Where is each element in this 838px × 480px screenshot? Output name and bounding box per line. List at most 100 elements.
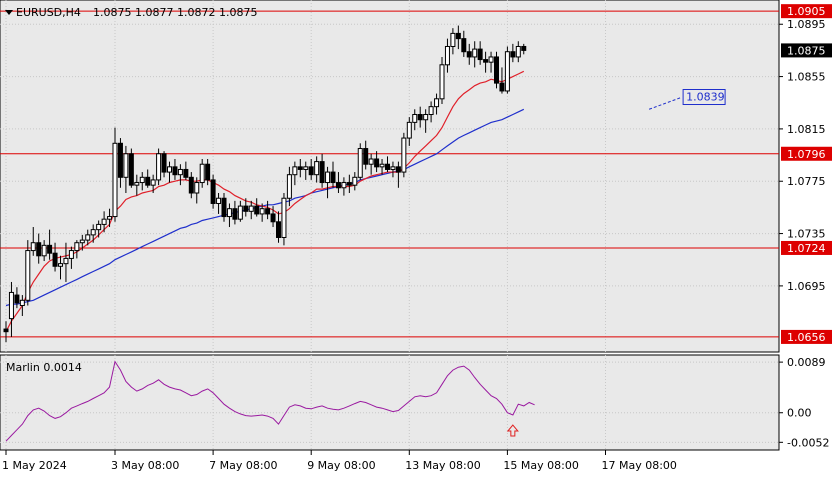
level-tag-label: 1.0656 xyxy=(787,331,826,344)
quote-label: 1.0875 1.0877 1.0872 1.0875 xyxy=(93,6,257,19)
candle-body-bear xyxy=(52,252,58,267)
candle-body-bull xyxy=(434,98,440,108)
candle xyxy=(248,200,254,220)
candle xyxy=(357,143,363,180)
candle xyxy=(390,161,396,178)
candle xyxy=(8,281,14,337)
oscillator-panel[interactable] xyxy=(0,355,779,450)
candle xyxy=(101,211,107,233)
candle xyxy=(117,138,123,188)
oscillator-axis: 0.0089 0.00 -0.0052 xyxy=(779,356,829,449)
candle xyxy=(265,200,271,220)
x-tick-label: 1 May 2024 xyxy=(2,459,67,472)
candle-body-bull xyxy=(423,114,429,121)
candle xyxy=(221,193,227,222)
candle xyxy=(325,166,331,199)
level-tag-label: 1.0905 xyxy=(787,5,826,18)
candle xyxy=(521,43,527,55)
candle-body-bear xyxy=(243,205,249,212)
candle xyxy=(134,174,140,196)
candle-body-bull xyxy=(248,205,254,212)
level-tag[interactable] xyxy=(781,146,832,161)
candle xyxy=(183,161,189,180)
y-tick-label: 1.0695 xyxy=(787,280,826,293)
candle xyxy=(123,145,129,194)
x-tick-label: 7 May 08:00 xyxy=(209,459,277,472)
candle xyxy=(281,193,287,246)
candle xyxy=(79,234,85,251)
candle-body-bull xyxy=(8,291,14,320)
candle-body-bull xyxy=(281,197,287,238)
candle xyxy=(368,153,374,175)
candle xyxy=(74,240,80,259)
candle-body-bull xyxy=(90,229,96,236)
candle xyxy=(85,229,91,246)
candle-body-bear xyxy=(335,182,341,189)
candle xyxy=(455,25,461,50)
candle xyxy=(346,174,352,194)
candle xyxy=(401,132,407,178)
projection-dashed-line xyxy=(648,97,682,110)
candle-body-bull xyxy=(352,176,358,186)
candle xyxy=(90,224,96,243)
candle xyxy=(156,148,162,186)
candle-body-bear xyxy=(14,294,20,304)
candle xyxy=(363,140,369,170)
y-tick-label: 1.0855 xyxy=(787,71,826,84)
candle-body-bull xyxy=(150,179,156,186)
menu-triangle-icon[interactable] xyxy=(5,10,13,15)
candle-body-bull xyxy=(515,45,521,58)
candle xyxy=(199,158,205,188)
candle xyxy=(515,41,521,63)
candle-body-bull xyxy=(450,32,456,47)
level-tag[interactable] xyxy=(781,4,832,19)
projection-label: 1.0839 xyxy=(686,91,725,104)
candle xyxy=(270,206,276,228)
oscillator-line xyxy=(5,360,535,442)
candle xyxy=(177,164,183,186)
candle-body-bull xyxy=(199,163,205,184)
candle xyxy=(406,117,412,146)
candle xyxy=(444,38,450,73)
candle-body-bear xyxy=(297,166,303,170)
candle-body-bull xyxy=(25,250,31,301)
level-tag[interactable] xyxy=(781,329,832,344)
x-tick-label: 15 May 08:00 xyxy=(503,459,578,472)
oscillator-panel-border xyxy=(0,354,780,451)
candle xyxy=(167,161,172,183)
level-tag[interactable] xyxy=(781,240,832,255)
candle-body-bull xyxy=(341,182,347,189)
candle-body-bull xyxy=(123,153,129,178)
candle xyxy=(276,211,281,243)
price-panel-border xyxy=(0,0,780,353)
candle-body-bear xyxy=(385,163,390,170)
candle xyxy=(428,101,434,123)
candle-body-bear xyxy=(461,38,467,53)
candle-body-bull xyxy=(472,48,478,58)
candle xyxy=(205,158,211,186)
candle-body-bull xyxy=(194,182,200,194)
projection-label-box[interactable] xyxy=(682,89,726,106)
candle xyxy=(52,242,58,272)
candle-body-bear xyxy=(145,176,151,186)
candle xyxy=(308,158,314,180)
candle-body-bear xyxy=(205,163,211,181)
candle-body-bear xyxy=(395,166,401,173)
candle-body-bull xyxy=(58,263,63,267)
candle-body-bear xyxy=(483,59,489,63)
candle-body-bear xyxy=(161,153,167,173)
candle-body-bull xyxy=(79,239,85,244)
candle-body-bear xyxy=(499,82,505,92)
current-price-label: 1.0875 xyxy=(787,44,826,57)
candle xyxy=(68,246,74,269)
candle xyxy=(395,161,401,188)
candle xyxy=(412,109,418,131)
candle-body-bull xyxy=(112,142,118,218)
candle-body-bull xyxy=(41,244,47,257)
candle-body-bull xyxy=(74,242,80,252)
time-axis: 1 May 2024 3 May 08:00 7 May 08:00 9 May 08… xyxy=(2,450,677,472)
candle-body-bull xyxy=(439,64,445,100)
candle xyxy=(488,51,494,73)
osc-y-tick-label: 0.00 xyxy=(787,407,812,420)
candle-body-bear xyxy=(47,244,53,254)
